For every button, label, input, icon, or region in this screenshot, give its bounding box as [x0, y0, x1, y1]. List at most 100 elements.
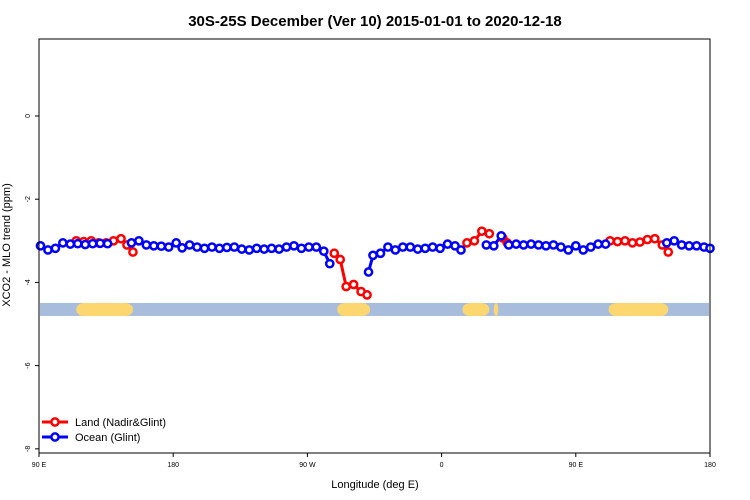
land-band-3 — [493, 302, 499, 316]
ocean-point-0-6 — [80, 239, 91, 250]
y-tick-label-0: 0 — [25, 114, 32, 118]
ocean-point-3-11 — [563, 245, 574, 255]
legend-marker-land — [50, 417, 60, 427]
chart-title: 30S-25S December (Ver 10) 2015-01-01 to … — [188, 13, 562, 30]
ocean-point-1-14 — [229, 242, 240, 252]
land-point-0-8 — [128, 247, 138, 257]
y-tick-label-3: -6 — [25, 362, 32, 368]
ocean-point-2-9 — [427, 242, 438, 252]
ocean-point-1-17 — [251, 243, 262, 254]
ocean-point-3-12 — [570, 240, 581, 251]
land-point-0-6 — [116, 233, 126, 244]
ocean-point-4-3 — [684, 240, 694, 251]
ocean-point-1-10 — [199, 243, 210, 254]
x-axis-label: Longitude (deg E) — [331, 479, 418, 491]
land-point-2-3 — [484, 228, 495, 239]
land-point-4-6 — [649, 233, 660, 244]
land-point-2-2 — [477, 226, 487, 237]
land-point-1-1 — [335, 254, 346, 265]
series-points — [35, 226, 715, 300]
x-tick-label-0: 90 E — [32, 462, 47, 469]
ocean-point-3-2 — [496, 230, 507, 241]
x-tick-label-4: 90 E — [569, 462, 584, 469]
plot-area — [35, 38, 715, 454]
ocean-point-4-0 — [661, 238, 672, 248]
ocean-point-2-6 — [405, 242, 416, 252]
ocean-point-3-7 — [533, 240, 544, 250]
land-ocean-strip — [40, 302, 709, 316]
legend-item-ocean: Ocean (Glint) — [42, 432, 140, 444]
ocean-point-3-3 — [503, 240, 514, 250]
ocean-point-1-8 — [184, 240, 195, 250]
ocean-point-0-9 — [102, 238, 113, 249]
land-band-1 — [337, 302, 371, 316]
ocean-point-3-13 — [578, 245, 589, 255]
ocean-point-0-2 — [50, 243, 61, 254]
ocean-point-1-2 — [141, 240, 152, 250]
x-tick-label-2: 90 W — [299, 462, 316, 469]
ocean-point-3-6 — [526, 239, 536, 249]
y-axis-label: XCO2 - MLO trend (ppm) — [1, 183, 13, 306]
x-axis: 90 E 180 90 W 0 90 E 180 — [32, 453, 716, 469]
ocean-point-3-5 — [518, 240, 529, 250]
ocean-point-1-24 — [304, 242, 314, 252]
ocean-point-3-0 — [481, 240, 492, 250]
land-point-4-3 — [627, 238, 638, 248]
plot-frame — [38, 38, 711, 454]
ocean-point-2-11 — [442, 239, 453, 249]
ocean-point-4-2 — [676, 240, 687, 250]
ocean-point-0-3 — [58, 238, 68, 248]
ocean-point-1-25 — [311, 242, 322, 252]
ocean-point-2-4 — [390, 245, 401, 255]
ocean-point-1-0 — [126, 238, 137, 248]
ocean-point-2-10 — [435, 243, 445, 254]
ocean-point-1-22 — [289, 240, 299, 251]
land-band-2 — [462, 302, 490, 316]
ocean-point-3-4 — [511, 239, 522, 249]
ocean-point-3-14 — [585, 242, 596, 252]
y-axis: 0 -2 -4 -6 -8 — [25, 114, 39, 452]
ocean-point-2-1 — [368, 250, 378, 261]
ocean-point-3-10 — [556, 242, 566, 252]
ocean-point-1-6 — [171, 238, 182, 248]
legend-label-ocean: Ocean (Glint) — [75, 432, 140, 444]
ocean-point-1-26 — [318, 246, 329, 257]
ocean-band — [40, 302, 709, 316]
ocean-point-1-5 — [163, 242, 174, 252]
ocean-point-1-3 — [148, 240, 159, 251]
legend-marker-ocean — [50, 432, 60, 442]
ocean-point-1-16 — [244, 245, 255, 255]
x-tick-label-5: 180 — [704, 462, 716, 469]
ocean-point-1-27 — [324, 258, 335, 269]
land-band-4 — [608, 302, 669, 316]
ocean-point-2-7 — [412, 244, 423, 254]
land-point-2-1 — [469, 235, 480, 246]
legend: Land (Nadir&Glint) Ocean (Glint) — [42, 417, 166, 444]
ocean-point-0-1 — [43, 245, 53, 255]
ocean-point-3-8 — [541, 240, 551, 251]
ocean-point-0-8 — [95, 238, 105, 249]
legend-label-land: Land (Nadir&Glint) — [75, 417, 166, 429]
ocean-point-1-12 — [214, 243, 225, 254]
ocean-point-2-0 — [363, 267, 374, 277]
ocean-point-1-1 — [134, 235, 144, 246]
ocean-point-2-3 — [383, 242, 393, 252]
ocean-point-4-4 — [691, 240, 702, 251]
ocean-point-0-5 — [72, 238, 83, 249]
ocean-point-1-21 — [281, 242, 292, 252]
land-point-4-2 — [620, 235, 630, 246]
ocean-point-1-15 — [236, 244, 247, 254]
ocean-point-1-9 — [192, 242, 202, 252]
legend-item-land: Land (Nadir&Glint) — [42, 417, 166, 429]
ocean-point-1-23 — [296, 243, 307, 254]
ocean-point-1-20 — [274, 244, 284, 254]
y-tick-label-4: -8 — [25, 446, 32, 452]
ocean-point-1-11 — [207, 242, 217, 252]
land-point-4-1 — [612, 236, 623, 247]
ocean-point-0-0 — [35, 240, 46, 251]
land-point-1-2 — [341, 281, 352, 292]
land-band-0 — [76, 302, 133, 316]
land-point-4-5 — [642, 234, 653, 245]
ocean-point-0-7 — [87, 238, 98, 249]
land-point-1-3 — [348, 279, 359, 290]
